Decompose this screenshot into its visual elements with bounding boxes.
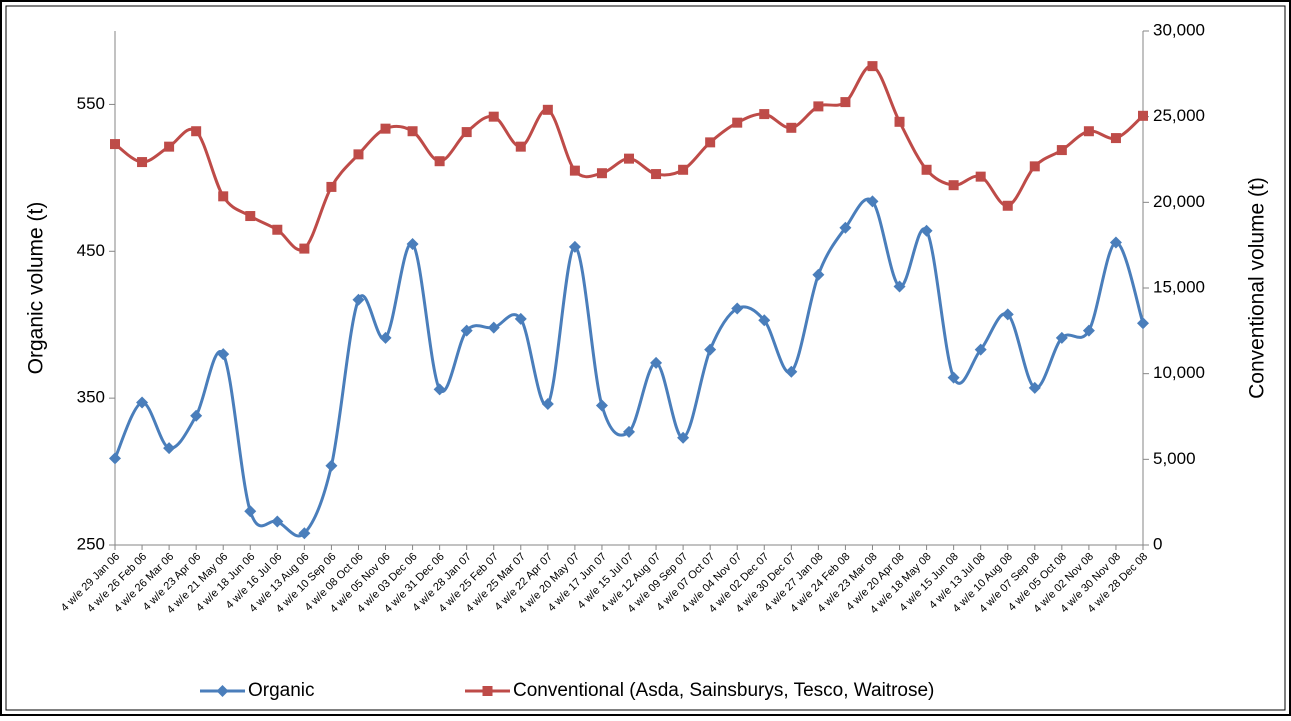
legend-label: Conventional (Asda, Sainsburys, Tesco, W…	[513, 680, 934, 701]
data-point	[218, 191, 229, 202]
data-point	[677, 431, 690, 444]
data-point	[514, 312, 527, 325]
data-point	[651, 169, 662, 180]
data-point	[109, 452, 121, 465]
data-point	[1109, 236, 1122, 249]
y-axis-title: Organic volume (t)	[25, 202, 48, 375]
y2-tick-label: 15,000	[1153, 277, 1205, 296]
data-point	[136, 396, 149, 409]
y2-tick-label: 30,000	[1153, 20, 1205, 39]
data-point	[678, 164, 689, 175]
data-point	[1001, 308, 1014, 321]
data-point	[325, 459, 338, 472]
data-point	[1137, 317, 1149, 330]
legend-marker	[216, 685, 229, 697]
data-point	[893, 280, 906, 293]
data-point	[488, 111, 499, 122]
data-point	[164, 141, 175, 152]
data-point	[921, 164, 932, 175]
data-point	[352, 293, 365, 306]
data-point	[812, 268, 825, 281]
data-point	[732, 117, 743, 128]
data-point	[1082, 324, 1095, 337]
data-point	[568, 240, 581, 253]
data-point	[163, 442, 176, 455]
data-point	[650, 356, 663, 369]
data-point	[407, 126, 418, 137]
y2-tick-label: 10,000	[1153, 363, 1205, 382]
series-line	[113, 197, 1145, 538]
y-tick-label: 350	[77, 388, 105, 407]
data-point	[947, 371, 960, 384]
data-point	[326, 181, 337, 192]
data-point	[1028, 381, 1041, 394]
y-tick-label: 450	[77, 241, 105, 260]
data-point	[813, 101, 824, 112]
data-point	[595, 399, 608, 412]
data-point	[704, 343, 717, 356]
y-tick-label: 550	[77, 94, 105, 113]
data-point	[624, 153, 634, 164]
data-point	[461, 127, 472, 138]
legend-label: Organic	[248, 680, 315, 701]
data-point	[271, 515, 284, 528]
y2-axis-title: Conventional volume (t)	[1246, 177, 1269, 399]
data-point	[1029, 161, 1040, 172]
data-point	[379, 331, 392, 344]
data-point	[894, 116, 905, 127]
data-point	[433, 383, 446, 396]
data-point	[434, 156, 445, 167]
data-point	[569, 165, 580, 176]
data-point	[623, 425, 635, 438]
y2-tick-label: 0	[1153, 534, 1162, 553]
data-point	[1110, 133, 1121, 144]
data-point	[487, 321, 500, 334]
data-point	[758, 314, 771, 327]
data-point	[1138, 110, 1148, 121]
data-point	[840, 97, 851, 108]
data-point	[353, 149, 364, 160]
data-point	[460, 324, 473, 337]
y2-tick-label: 25,000	[1153, 106, 1205, 125]
data-point	[975, 171, 986, 182]
inner-frame	[5, 5, 1286, 711]
data-point	[731, 302, 744, 315]
data-point	[1056, 145, 1067, 156]
data-point	[1002, 200, 1013, 211]
data-point	[272, 224, 283, 235]
data-point	[190, 409, 203, 422]
data-point	[110, 139, 120, 150]
data-point	[920, 224, 933, 237]
data-point	[191, 126, 202, 137]
data-point	[299, 243, 310, 254]
data-point	[596, 168, 607, 179]
data-point	[380, 123, 391, 134]
data-point	[542, 104, 553, 115]
data-point	[1083, 126, 1094, 137]
y2-tick-label: 20,000	[1153, 192, 1205, 211]
data-point	[786, 122, 797, 133]
data-point	[515, 141, 526, 152]
data-point	[298, 527, 311, 540]
data-point	[866, 195, 879, 208]
data-point	[705, 137, 716, 148]
data-point	[785, 365, 798, 378]
y2-tick-label: 5,000	[1153, 449, 1196, 468]
data-point	[541, 398, 554, 411]
data-point	[406, 237, 419, 250]
data-point	[974, 343, 987, 356]
data-point	[217, 348, 230, 361]
data-point	[137, 157, 148, 168]
y-tick-label: 250	[77, 534, 105, 553]
data-point	[759, 109, 770, 120]
data-point	[948, 180, 959, 191]
legend-marker	[482, 686, 493, 696]
data-point	[245, 211, 256, 222]
data-point	[839, 221, 852, 234]
data-point	[867, 61, 878, 72]
data-point	[244, 505, 257, 518]
data-point	[1055, 331, 1068, 344]
